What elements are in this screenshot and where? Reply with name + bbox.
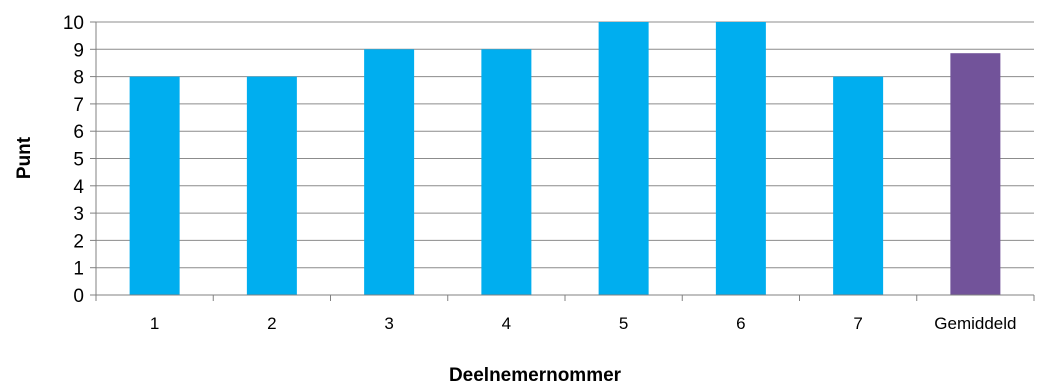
x-tick-label: 2 <box>267 314 276 333</box>
bar-3 <box>364 49 415 295</box>
bar-5 <box>598 22 649 295</box>
y-tick-label: 2 <box>73 231 84 252</box>
y-tick-label: 8 <box>73 68 84 89</box>
x-axis-title: Deelnemernommer <box>449 365 622 385</box>
y-tick-label: 10 <box>63 13 84 34</box>
x-tick-label: 7 <box>853 314 862 333</box>
x-tick-label: 6 <box>736 314 745 333</box>
bar-4 <box>481 49 532 295</box>
x-tick-label: 4 <box>502 314 511 333</box>
x-tick-label: Gemiddeld <box>934 314 1016 333</box>
x-tick-label: 3 <box>384 314 393 333</box>
y-tick-label: 9 <box>73 40 84 61</box>
gridlines <box>96 21 1034 269</box>
bar-6 <box>715 22 766 295</box>
x-axis-ticks: 1 2 3 4 5 6 7 Gemiddeld <box>95 295 1035 333</box>
y-axis-title: Punt <box>14 136 35 179</box>
y-axis-ticks: 0 1 2 3 4 5 6 7 8 9 10 <box>63 13 96 307</box>
y-tick-label: 5 <box>73 150 84 171</box>
x-tick-label: 1 <box>150 314 159 333</box>
bar-gemiddeld <box>950 53 1001 295</box>
y-tick-label: 0 <box>73 286 84 307</box>
x-tick-label: 5 <box>619 314 628 333</box>
y-tick-label: 4 <box>73 177 84 198</box>
y-tick-label: 1 <box>73 259 84 280</box>
y-tick-label: 3 <box>73 204 84 225</box>
bar-2 <box>246 76 297 295</box>
bar-1 <box>129 76 180 295</box>
y-tick-label: 6 <box>73 122 84 143</box>
bars <box>129 22 1001 295</box>
y-tick-label: 7 <box>73 95 84 116</box>
bar-7 <box>833 76 884 295</box>
